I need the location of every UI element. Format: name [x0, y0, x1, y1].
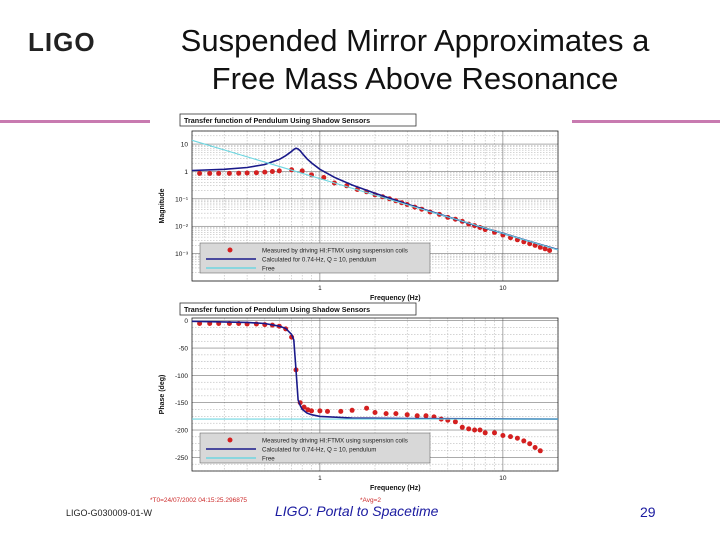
data-point-measured [542, 246, 548, 252]
legend-label: Free [262, 456, 275, 463]
data-point-measured [466, 426, 472, 432]
data-point-measured [521, 438, 527, 444]
data-point-measured [372, 410, 378, 415]
data-point-measured [226, 170, 232, 176]
data-point-measured [404, 412, 410, 418]
data-point-measured [547, 248, 553, 253]
data-point-measured [514, 435, 520, 441]
data-point-measured [492, 430, 497, 436]
data-point-measured [414, 413, 420, 419]
data-point-measured [482, 430, 488, 436]
data-point-measured [349, 407, 355, 413]
data-point-measured [244, 170, 250, 176]
data-point-measured [309, 408, 314, 414]
page-number: 29 [640, 504, 656, 520]
y-tick-label: 0 [184, 318, 188, 325]
legend-label: Measured by driving HI:FTMX using suspen… [262, 438, 408, 445]
legend-label: Calculated for 0.74-Hz, Q = 10, pendulum [262, 257, 376, 264]
title-rule-right [572, 120, 720, 123]
series-line-free [191, 139, 559, 251]
x-tick-label: 10 [499, 475, 507, 482]
y-tick-label: 10⁻² [175, 224, 189, 231]
legend-marker-measured [227, 437, 233, 443]
x-tick-label: 1 [318, 475, 322, 482]
average-annotation: *Avg=2 [360, 497, 381, 504]
slide-title: Suspended Mirror Approximates a Free Mas… [120, 22, 710, 98]
y-tick-label: 10⁻¹ [175, 196, 189, 203]
chart-title-box [179, 113, 417, 127]
series-line-calculated [191, 320, 559, 420]
legend-label: Calculated for 0.74-Hz, Q = 10, pendulum [262, 447, 376, 454]
y-tick-label: -50 [179, 346, 189, 353]
slide-title-line1: Suspended Mirror Approximates a [180, 23, 650, 58]
legend-marker-measured [227, 247, 233, 253]
data-point-measured [459, 424, 465, 430]
data-point-measured [383, 411, 389, 417]
data-point-measured [393, 411, 399, 417]
data-point-measured [537, 448, 543, 454]
data-point-measured [423, 413, 429, 419]
data-point-measured [253, 170, 259, 176]
y-axis-label: Phase (deg) [159, 375, 166, 415]
timestamp-annotation: *T0=24/07/2002 04:15:25.296875 [150, 497, 247, 504]
y-tick-label: 1 [184, 169, 188, 176]
y-tick-label: -100 [175, 373, 188, 380]
data-point-measured [216, 170, 222, 176]
document-id: LIGO-G030009-01-W [66, 508, 153, 518]
data-point-measured [317, 408, 323, 414]
slide-title-line2: Free Mass Above Resonance [211, 61, 619, 96]
legend-label: Free [262, 266, 275, 273]
y-axis-label: Magnitude [159, 188, 166, 223]
ligo-logo: LIGO [28, 28, 96, 56]
data-point-measured [197, 170, 203, 176]
data-point-measured [472, 427, 478, 433]
y-tick-label: -150 [175, 400, 188, 407]
data-point-measured [276, 168, 282, 174]
data-point-measured [207, 170, 213, 176]
transfer-function-plots: Transfer function of Pendulum Using Shad… [150, 113, 559, 504]
x-tick-label: 1 [318, 285, 322, 292]
data-point-measured [537, 244, 543, 250]
data-point-measured [500, 433, 506, 438]
data-point-measured [299, 168, 305, 174]
data-point-measured [236, 170, 242, 176]
footer-title: LIGO: Portal to Spacetime [275, 503, 439, 519]
legend-label: Measured by driving HI:FTMX using suspen… [262, 248, 408, 255]
y-tick-label: 10⁻³ [175, 251, 189, 258]
data-point-measured [321, 175, 327, 180]
data-point-measured [269, 169, 275, 174]
x-axis-label: Frequency (Hz) [370, 485, 421, 492]
chart-panel-1: Transfer function of Pendulum Using Shad… [159, 113, 559, 302]
title-rule-left [0, 120, 150, 123]
data-point-measured [532, 445, 538, 450]
chart-title: Transfer function of Pendulum Using Shad… [184, 305, 370, 314]
data-point-measured [364, 405, 370, 411]
y-tick-label: 10 [181, 142, 189, 149]
chart-title: Transfer function of Pendulum Using Shad… [184, 116, 370, 125]
data-point-measured [325, 408, 330, 414]
chart-title-box [179, 302, 417, 316]
data-point-measured [452, 419, 458, 425]
data-point-measured [508, 434, 513, 440]
x-tick-label: 10 [499, 285, 507, 292]
data-point-measured [527, 441, 533, 447]
chart-panel-2: Transfer function of Pendulum Using Shad… [159, 302, 559, 492]
data-point-measured [262, 169, 268, 175]
data-point-measured [301, 404, 307, 410]
ligo-logo-text: LIGO [28, 28, 96, 56]
x-axis-label: Frequency (Hz) [370, 295, 421, 302]
data-point-measured [477, 427, 483, 433]
y-tick-label: -200 [175, 428, 188, 435]
plot-frame [191, 130, 559, 282]
plot-frame [191, 317, 559, 472]
data-point-measured [338, 408, 344, 414]
y-tick-label: -250 [175, 455, 188, 462]
